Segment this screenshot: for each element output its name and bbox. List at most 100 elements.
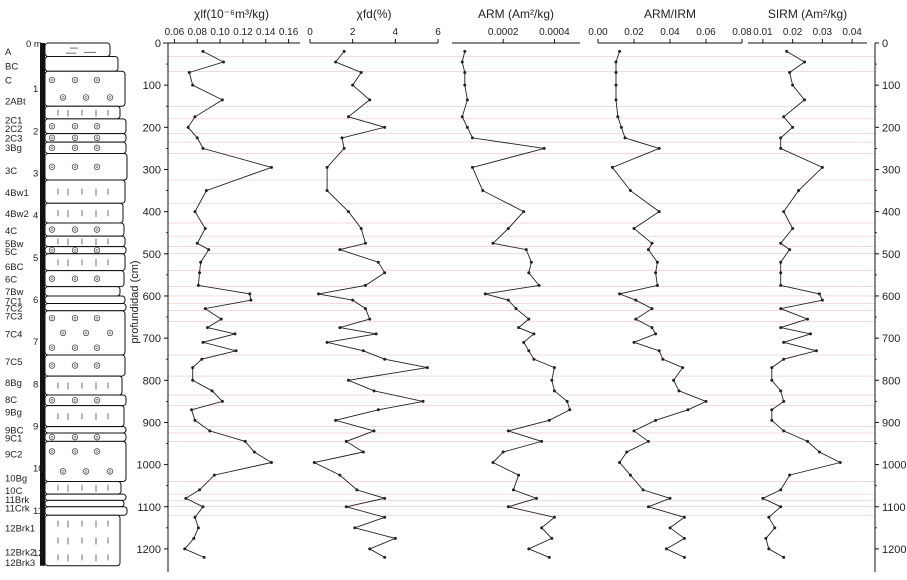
data-point <box>383 496 387 500</box>
data-point <box>193 115 197 119</box>
data-point <box>820 298 824 302</box>
horizon-label: 7Bw <box>5 287 24 298</box>
gravel-symbol <box>48 144 56 151</box>
data-point <box>668 526 672 530</box>
gravel-symbol <box>50 165 54 169</box>
gravel-symbol <box>71 362 79 369</box>
data-series-line <box>761 51 842 558</box>
data-point <box>207 248 211 252</box>
data-point <box>552 366 556 370</box>
x-tick-label: 0.06 <box>696 27 716 38</box>
column-layer <box>44 405 125 428</box>
horizon-label: 9BC <box>5 426 24 437</box>
gravel-symbol <box>95 248 99 252</box>
data-point <box>616 115 620 119</box>
gravel-symbol <box>84 470 88 473</box>
data-point <box>565 399 569 403</box>
data-point <box>550 378 554 382</box>
data-point <box>522 340 526 344</box>
x-tick-label: 0.0004 <box>539 27 570 38</box>
depth-tick-label: 900 <box>143 417 161 429</box>
data-point <box>222 60 226 64</box>
chart-panel: 0.06 0.08 0.10 0.12 0.14 0.16 χlf(10⁻⁶m³/kg) <box>163 7 300 559</box>
horizon-label: 7C2 <box>5 303 22 314</box>
data-point <box>806 439 809 443</box>
data-point <box>501 450 505 454</box>
data-point <box>201 146 205 150</box>
depth-tick-label: 700 <box>143 333 161 345</box>
data-point <box>460 115 464 119</box>
data-point <box>252 450 256 454</box>
data-point <box>201 340 205 344</box>
gravel-symbol <box>48 362 56 369</box>
depth-tick-label: 1100 <box>137 502 161 514</box>
horizon-label: 8Bg <box>5 378 22 389</box>
x-tick-label: 0.02 <box>624 27 644 38</box>
data-point <box>641 488 645 492</box>
gravel-symbol <box>50 248 54 252</box>
gravel-symbol <box>95 398 99 402</box>
depth-tick-label: 700 <box>882 333 900 345</box>
data-point <box>537 283 541 287</box>
horizon-label: 12Brk3 <box>5 558 35 569</box>
gravel-symbol <box>73 435 77 439</box>
gravel-symbol <box>82 94 90 101</box>
data-point <box>761 496 765 500</box>
data-point <box>540 439 544 443</box>
data-point <box>779 136 783 140</box>
data-point <box>770 366 774 370</box>
horizon-label: 7C1 <box>5 297 22 308</box>
data-point <box>814 349 818 353</box>
column-layer <box>44 270 125 288</box>
depth-tick-label: 500 <box>882 249 900 261</box>
data-point <box>383 125 387 129</box>
data-point <box>201 505 205 509</box>
data-point <box>782 399 786 403</box>
data-point <box>368 98 372 102</box>
horizon-label: 7C4 <box>5 329 22 340</box>
scale-bar <box>40 43 45 566</box>
data-point <box>527 317 531 321</box>
column-layer <box>44 493 127 501</box>
depth-tick-label: 1000 <box>882 460 906 472</box>
gravel-symbol <box>95 346 99 349</box>
gravel-symbol <box>48 163 56 170</box>
data-series-line <box>611 51 708 558</box>
data-series-line <box>312 51 428 558</box>
gravel-symbol <box>95 364 99 367</box>
data-point <box>193 210 197 214</box>
data-point <box>344 505 348 509</box>
column-layer <box>44 118 127 135</box>
data-point <box>614 71 618 75</box>
gravel-symbol <box>95 316 99 320</box>
horizon-label: 3Bg <box>5 143 22 154</box>
column-layer <box>44 70 126 107</box>
data-point <box>325 340 329 344</box>
data-point <box>808 332 812 336</box>
data-point <box>677 389 681 393</box>
data-point <box>779 389 783 393</box>
data-point <box>838 460 842 464</box>
data-point <box>368 547 372 551</box>
data-point <box>212 473 216 477</box>
data-point <box>506 227 510 231</box>
data-point <box>646 248 650 252</box>
column-layer <box>44 394 127 407</box>
column-layer <box>44 152 128 181</box>
x-tick-label: 6 <box>435 27 441 38</box>
data-point <box>506 429 510 433</box>
data-point <box>791 83 795 87</box>
gravel-symbol <box>71 76 79 84</box>
scale-label: 5 <box>33 253 38 264</box>
gravel-symbol <box>50 316 54 320</box>
gravel-symbol <box>50 277 54 281</box>
data-point <box>470 136 474 140</box>
gravel-symbol <box>95 136 99 140</box>
data-point <box>625 450 629 454</box>
x-tick-label: 0.0002 <box>488 27 519 38</box>
column-layer <box>44 253 126 272</box>
data-point <box>351 298 355 302</box>
chart-panel: 0.00 0.02 0.04 0.06 0.08 ARM/IRM <box>588 7 752 559</box>
data-point <box>346 378 350 382</box>
